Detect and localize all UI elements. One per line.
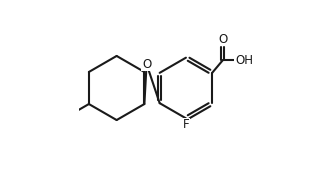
Text: O: O xyxy=(142,58,151,71)
Text: F: F xyxy=(183,118,189,131)
Text: O: O xyxy=(218,33,227,46)
Text: OH: OH xyxy=(235,54,253,67)
